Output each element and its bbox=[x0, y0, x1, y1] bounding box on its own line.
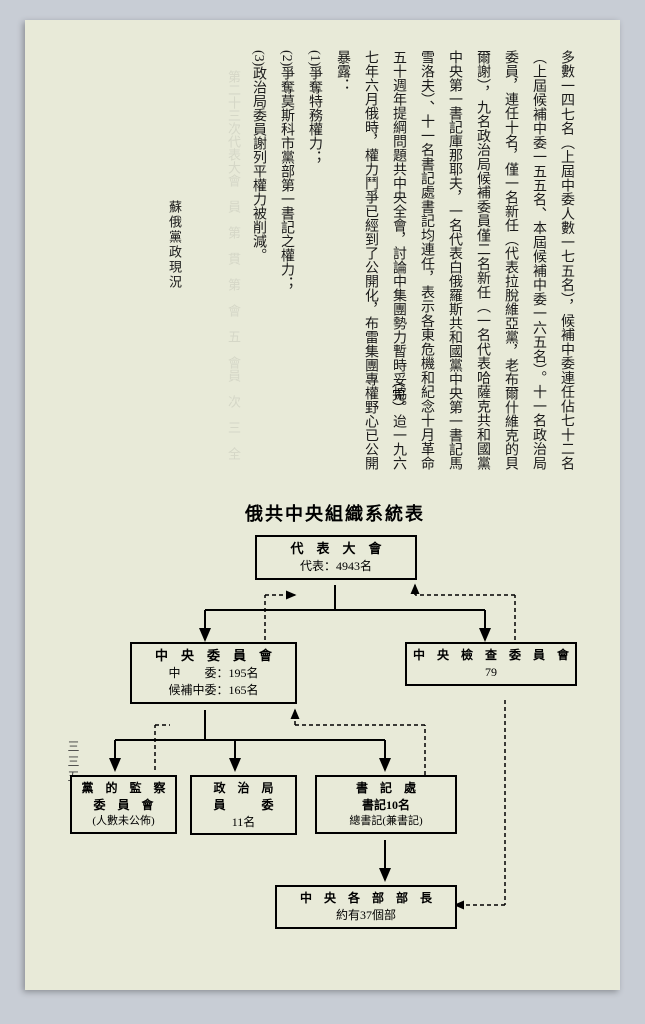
box-congress: 代 表 大 會 代表：4943名 bbox=[255, 535, 417, 580]
list-item-2: (2)爭奪莫斯科市黨部第一書記之權力； bbox=[272, 50, 300, 470]
box-line: 代 表 大 會 bbox=[261, 540, 411, 558]
box-line: 員 委 bbox=[196, 797, 291, 814]
box-line: 中 委：195名 bbox=[136, 665, 291, 682]
box-line: 委 員 會 bbox=[76, 797, 171, 814]
colon: ： bbox=[335, 78, 350, 92]
box-line: 候補中委：165名 bbox=[136, 682, 291, 699]
box-line: 中 央 委 員 會 bbox=[136, 647, 291, 665]
box-line: 約有37個部 bbox=[281, 907, 451, 924]
list-item-1: (1)爭奪特務權力； bbox=[300, 50, 328, 470]
box-line: (人數未公佈) bbox=[76, 814, 171, 829]
box-supervision: 黨 的 監 察 委 員 會 (人數未公佈) bbox=[70, 775, 177, 834]
box-line: 中 央 檢 查 委 員 會 bbox=[411, 647, 571, 664]
box-line: 總書記(兼書記) bbox=[321, 814, 451, 829]
list-item-3: (3)政治局委員謝列平權力被削減。 bbox=[244, 50, 272, 470]
box-central-committee: 中 央 委 員 會 中 委：195名 候補中委：165名 bbox=[130, 642, 297, 704]
box-line: 政 治 局 bbox=[196, 780, 291, 797]
box-line: 中 央 各 部 部 長 bbox=[281, 890, 451, 907]
body-paragraph: 多數一四七名（上屆中委人數一七五名），候補中委連任佔七十二名（上屆候補中委一五五… bbox=[335, 50, 574, 470]
end-marker: （完） bbox=[388, 375, 407, 414]
box-line: 11名 bbox=[196, 814, 291, 831]
box-departments: 中 央 各 部 部 長 約有37個部 bbox=[275, 885, 457, 929]
box-line: 黨 的 監 察 bbox=[76, 780, 171, 797]
box-line: 書 記 處 bbox=[321, 780, 451, 797]
box-line: 代表：4943名 bbox=[261, 558, 411, 575]
ghost-text: 第二十三次代表大會 員 第 貫 第 會 五 會員 次 三 全 bbox=[85, 70, 245, 470]
box-secretariat: 書 記 處 書記10名 總書記(兼書記) bbox=[315, 775, 457, 834]
box-inspection: 中 央 檢 查 委 員 會 79 bbox=[405, 642, 577, 686]
box-politburo: 政 治 局 員 委 11名 bbox=[190, 775, 297, 835]
box-line: 79 bbox=[411, 664, 571, 681]
box-line: 書記10名 bbox=[321, 797, 451, 814]
org-chart: 俄共中央組織系統表 bbox=[85, 500, 585, 980]
